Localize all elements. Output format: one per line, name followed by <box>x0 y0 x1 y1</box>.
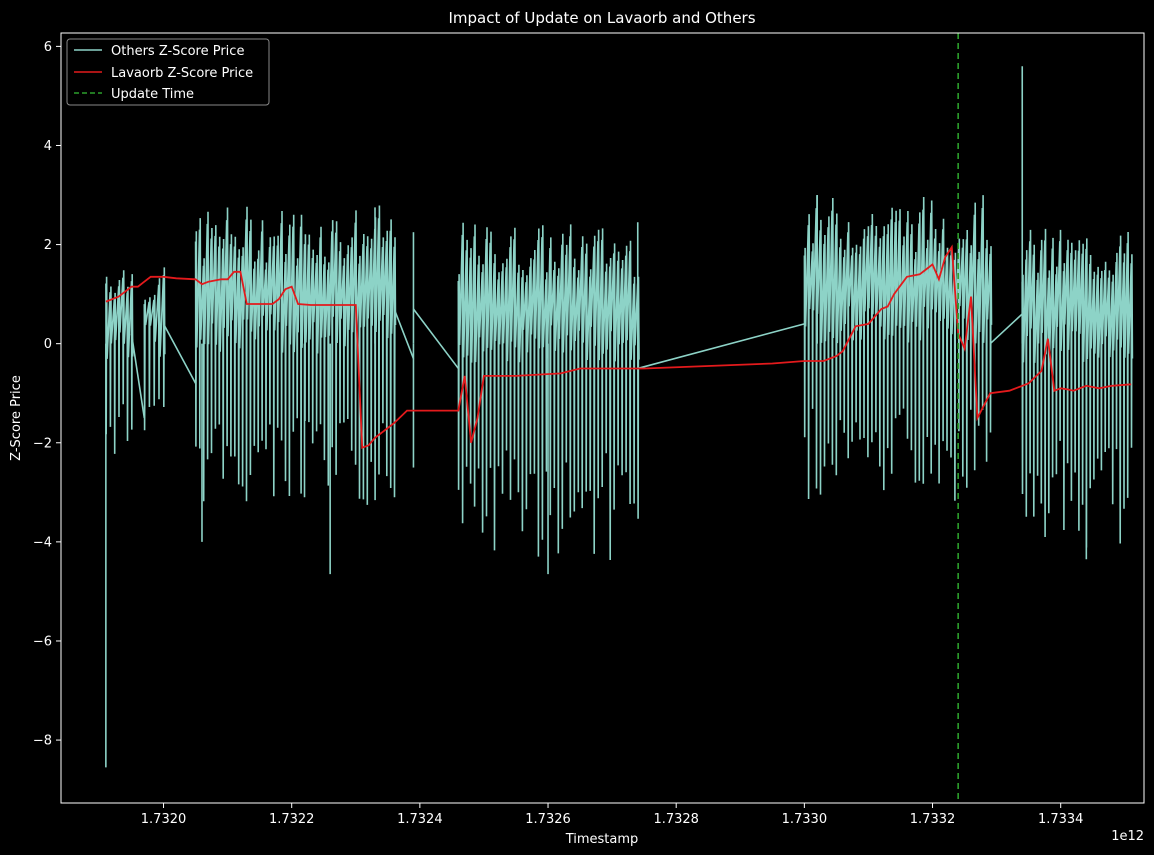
legend-label-others: Others Z-Score Price <box>111 44 244 59</box>
y-tick-label: 4 <box>44 139 52 154</box>
x-axis-offset-label: 1e12 <box>1111 829 1144 844</box>
others-series-connector <box>637 323 805 370</box>
others-series-segment <box>1021 228 1134 548</box>
others-series-connector <box>989 313 1023 345</box>
others-series-connector <box>130 333 146 419</box>
x-tick-label: 1.7320 <box>141 812 187 827</box>
x-tick-label: 1.7328 <box>653 812 699 827</box>
x-tick-label: 1.7326 <box>525 812 571 827</box>
chart-title: Impact of Update on Lavaorb and Others <box>448 9 755 27</box>
legend-box <box>66 38 270 106</box>
others-series-segment <box>457 222 640 561</box>
x-tick-label: 1.7322 <box>269 812 315 827</box>
y-axis-label: Z-Score Price <box>9 375 24 461</box>
plot-frame <box>60 32 1145 804</box>
x-tick-label: 1.7334 <box>1038 812 1084 827</box>
x-tick-label: 1.7324 <box>397 812 443 827</box>
x-axis: 1.7320 1.7322 1.7324 1.7326 1.7328 1.7330 1.73… <box>141 803 1084 827</box>
legend-label-lavaorb: Lavaorb Z-Score Price <box>111 66 253 81</box>
others-series-connector <box>412 308 459 369</box>
y-tick-label: 2 <box>44 238 52 253</box>
y-axis: −8 −6 −4 −2 0 2 4 6 <box>33 40 61 749</box>
lavaorb-series-line <box>105 244 1132 449</box>
x-tick-label: 1.7330 <box>782 812 828 827</box>
y-tick-label: −2 <box>33 436 52 451</box>
others-series-segment <box>143 267 166 431</box>
others-series-segment <box>105 270 134 454</box>
others-series-segment <box>803 195 993 501</box>
y-tick-label: −8 <box>33 734 52 749</box>
legend: Others Z-Score Price Lavaorb Z-Score Pri… <box>66 38 270 106</box>
x-tick-label: 1.7332 <box>910 812 956 827</box>
y-tick-label: −4 <box>33 535 52 550</box>
series-layer <box>105 33 1134 803</box>
others-series-segment <box>194 205 397 505</box>
y-tick-label: 6 <box>44 40 52 55</box>
legend-label-update-time: Update Time <box>111 87 194 102</box>
x-axis-label: Timestamp <box>565 832 639 847</box>
y-tick-label: −6 <box>33 634 52 649</box>
y-tick-label: 0 <box>44 337 52 352</box>
others-series-connector <box>393 308 415 359</box>
others-series-connector <box>162 323 197 384</box>
